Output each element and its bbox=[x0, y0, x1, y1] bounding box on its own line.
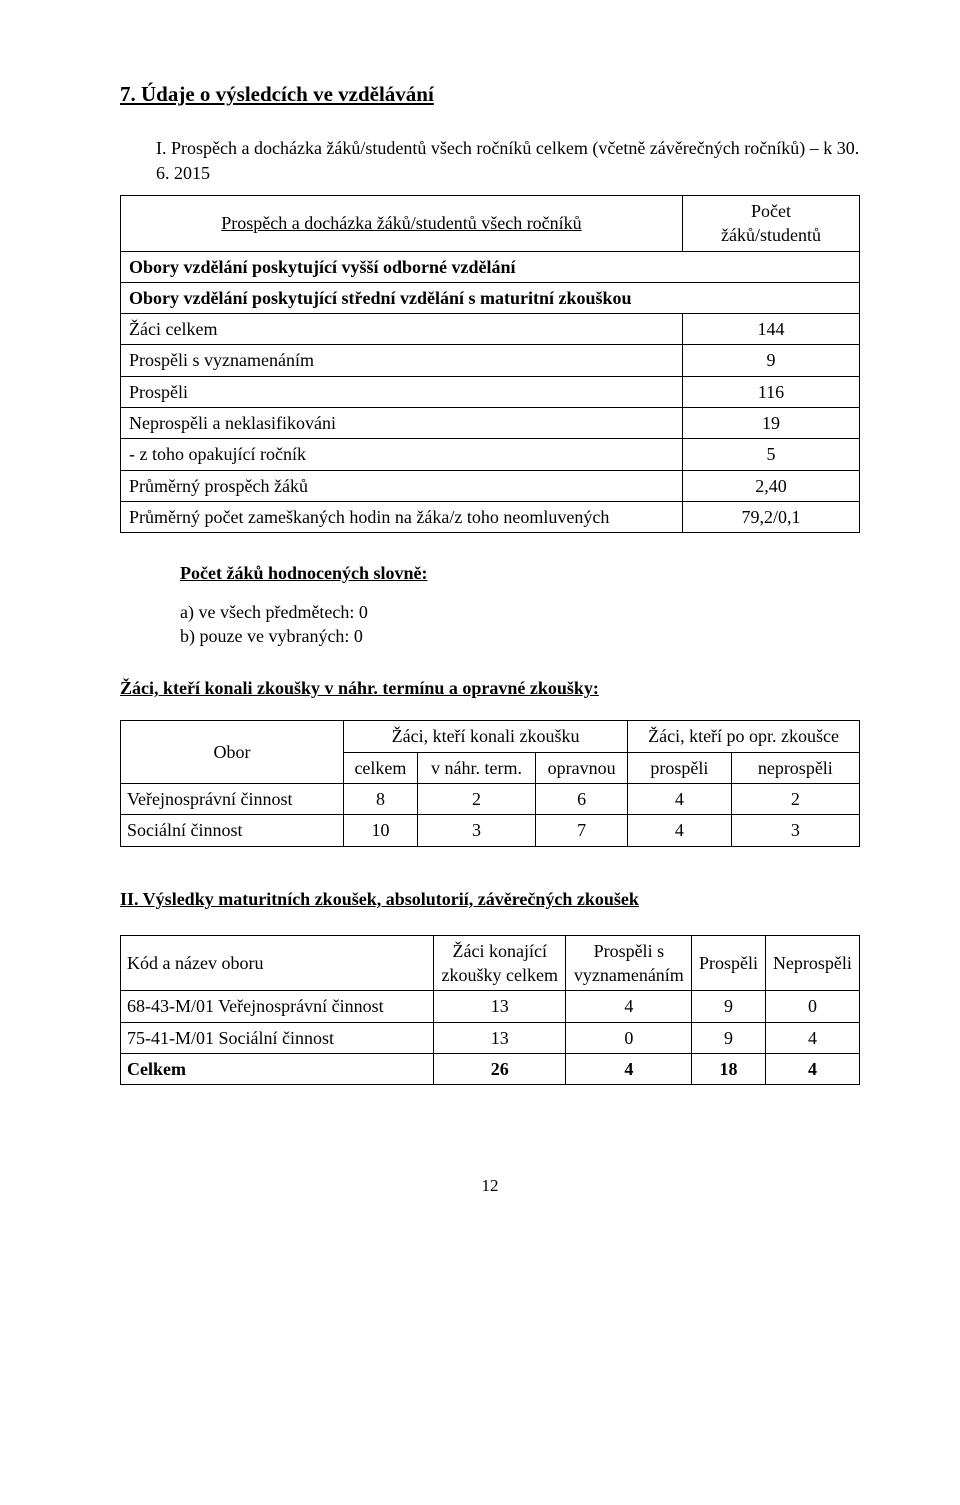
row-obory-stredni: Obory vzdělání poskytující střední vzděl… bbox=[121, 282, 860, 313]
t2-h-opr: opravnou bbox=[536, 752, 628, 783]
table-row-celkem: 10 bbox=[344, 815, 418, 846]
table-row-obor: Veřejnosprávní činnost bbox=[121, 783, 344, 814]
table-row-label: Průměrný prospěch žáků bbox=[121, 470, 683, 501]
table-row-obor: Sociální činnost bbox=[121, 815, 344, 846]
slovne-a: a) ve všech předmětech: 0 bbox=[180, 600, 860, 624]
table-row-value: 116 bbox=[683, 376, 860, 407]
section-7-heading: 7. Údaje o výsledcích ve vzdělávání bbox=[120, 80, 860, 108]
t3-total-kod: Celkem bbox=[121, 1054, 434, 1085]
t3-row-vyz: 0 bbox=[566, 1022, 692, 1053]
t3-row-kon: 13 bbox=[434, 1022, 566, 1053]
table-row-value: 9 bbox=[683, 345, 860, 376]
table-row-value: 79,2/0,1 bbox=[683, 501, 860, 532]
table-row-nahr: 3 bbox=[417, 815, 535, 846]
t3-row-nepr: 0 bbox=[765, 991, 859, 1022]
table-row-value: 19 bbox=[683, 408, 860, 439]
t3-h-vyz-l1: Prospěli s bbox=[594, 941, 665, 961]
table-row-value: 144 bbox=[683, 314, 860, 345]
table-row-label: Neprospěli a neklasifikováni bbox=[121, 408, 683, 439]
t3-row-kod: 68-43-M/01 Veřejnosprávní činnost bbox=[121, 991, 434, 1022]
t3-h-vyz-l2: vyznamenáním bbox=[574, 965, 684, 985]
table-row-neprospeli: 3 bbox=[731, 815, 859, 846]
t3-h-prospeli: Prospěli bbox=[692, 935, 766, 991]
table-row-opr: 7 bbox=[536, 815, 628, 846]
table-row-prospeli: 4 bbox=[628, 815, 732, 846]
table-nahr-zkousky: Obor Žáci, kteří konali zkoušku Žáci, kt… bbox=[120, 720, 860, 846]
table-row-label: Průměrný počet zameškaných hodin na žáka… bbox=[121, 501, 683, 532]
t3-total-pros: 18 bbox=[692, 1054, 766, 1085]
section-ii-heading: II. Výsledky maturitních zkoušek, absolu… bbox=[120, 887, 860, 911]
table-row-prospeli: 4 bbox=[628, 783, 732, 814]
t3-row-kod: 75-41-M/01 Sociální činnost bbox=[121, 1022, 434, 1053]
table-row-celkem: 8 bbox=[344, 783, 418, 814]
table-maturitni: Kód a název oboru Žáci konající zkoušky … bbox=[120, 935, 860, 1085]
t3-row-vyz: 4 bbox=[566, 991, 692, 1022]
zaci-nahr-heading: Žáci, kteří konali zkoušky v náhr. termí… bbox=[120, 676, 860, 700]
table-prospech-dochazka: Prospěch a docházka žáků/studentů všech … bbox=[120, 195, 860, 533]
t3-h-neprospeli: Neprospěli bbox=[765, 935, 859, 991]
table-row-label: Prospěli bbox=[121, 376, 683, 407]
t2-h-celkem: celkem bbox=[344, 752, 418, 783]
t2-h-konali: Žáci, kteří konali zkoušku bbox=[344, 721, 628, 752]
table-row-label: - z toho opakující ročník bbox=[121, 439, 683, 470]
row-obory-vyssi: Obory vzdělání poskytující vyšší odborné… bbox=[121, 251, 860, 282]
t3-h-kod: Kód a název oboru bbox=[121, 935, 434, 991]
t2-h-po: Žáci, kteří po opr. zkoušce bbox=[628, 721, 860, 752]
t3-h-konajici-l2: zkoušky celkem bbox=[441, 965, 557, 985]
slovne-b: b) pouze ve vybraných: 0 bbox=[180, 624, 860, 648]
table-row-value: 5 bbox=[683, 439, 860, 470]
page-number: 12 bbox=[120, 1175, 860, 1198]
t3-total-kon: 26 bbox=[434, 1054, 566, 1085]
t3-total-vyz: 4 bbox=[566, 1054, 692, 1085]
table-row-opr: 6 bbox=[536, 783, 628, 814]
t2-h-neprospeli: neprospěli bbox=[731, 752, 859, 783]
t3-row-pros: 9 bbox=[692, 991, 766, 1022]
t2-h-prospeli: prospěli bbox=[628, 752, 732, 783]
t2-h-nahr: v náhr. term. bbox=[417, 752, 535, 783]
table-row-label: Žáci celkem bbox=[121, 314, 683, 345]
table1-header-left: Prospěch a docházka žáků/studentů všech … bbox=[221, 213, 581, 233]
t2-h-obor: Obor bbox=[121, 721, 344, 784]
table-row-neprospeli: 2 bbox=[731, 783, 859, 814]
table-row-label: Prospěli s vyznamenáním bbox=[121, 345, 683, 376]
table-row-value: 2,40 bbox=[683, 470, 860, 501]
slovne-heading: Počet žáků hodnocených slovně: bbox=[180, 561, 860, 585]
table1-header-right-line2: žáků/studentů bbox=[721, 225, 821, 245]
t3-h-konajici-l1: Žáci konající bbox=[452, 941, 546, 961]
t3-row-kon: 13 bbox=[434, 991, 566, 1022]
t3-row-nepr: 4 bbox=[765, 1022, 859, 1053]
t3-row-pros: 9 bbox=[692, 1022, 766, 1053]
table-row-nahr: 2 bbox=[417, 783, 535, 814]
subsection-i: I. Prospěch a docházka žáků/studentů vše… bbox=[156, 136, 860, 185]
table1-header-right-line1: Počet bbox=[751, 201, 791, 221]
t3-total-nepr: 4 bbox=[765, 1054, 859, 1085]
